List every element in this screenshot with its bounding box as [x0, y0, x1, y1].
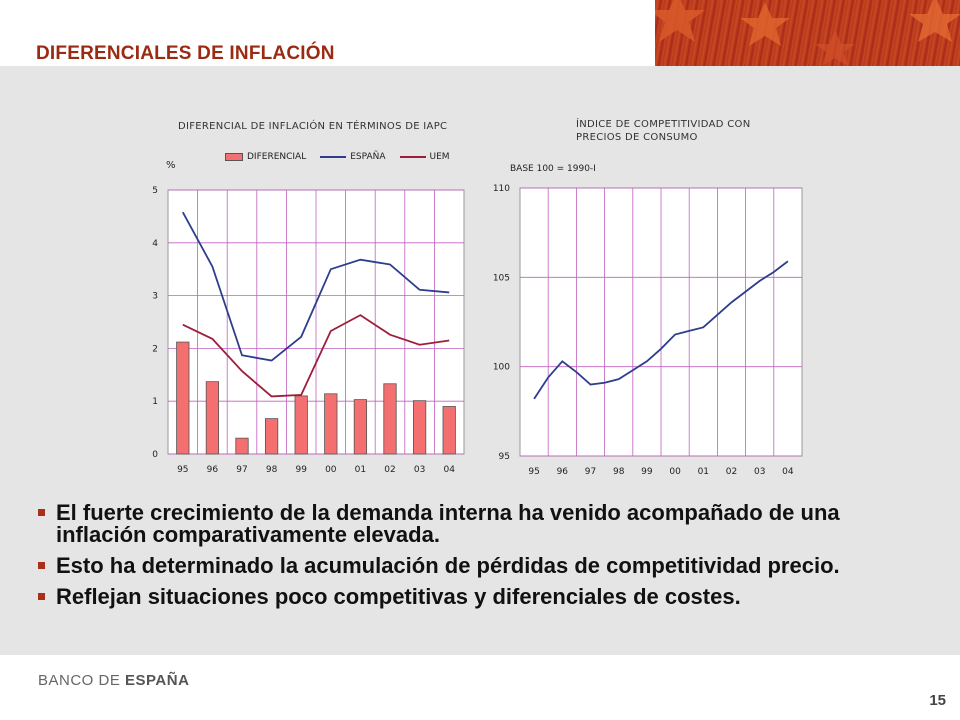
chart2-title-line1: ÍNDICE DE COMPETITIVIDAD CON	[576, 119, 751, 130]
chart2-xtick-label: 99	[641, 467, 653, 477]
chart1-xtick-label: 04	[443, 465, 455, 475]
chart1-bar-95	[176, 341, 190, 455]
chart1-xtick-label: 01	[355, 465, 366, 475]
bullet-square-icon	[38, 509, 45, 516]
chart2-ytick-label: 110	[493, 184, 510, 194]
chart1-ytick-label: 3	[152, 292, 158, 302]
legend-diferencial-swatch	[225, 153, 243, 161]
banco-de-espana-logo: BANCO DE ESPAÑA	[38, 672, 189, 689]
chart2-xtick-label: 97	[585, 467, 596, 477]
chart1-xtick-label: 03	[414, 465, 425, 475]
chart1-bar-97	[235, 437, 249, 455]
chart1-xtick-label: 95	[177, 465, 188, 475]
chart2-xtick-label: 02	[726, 467, 737, 477]
bullet-square-icon	[38, 593, 45, 600]
bullet-text: Esto ha determinado la acumulación de pé…	[56, 553, 840, 578]
chart1-bar-04	[442, 406, 456, 455]
chart1-bar-96	[205, 381, 220, 455]
logo-text-part2: ESPAÑA	[125, 672, 190, 689]
chart2-title: ÍNDICE DE COMPETITIVIDAD CON PRECIOS DE C…	[576, 118, 766, 144]
chart1-line-españa	[182, 211, 450, 362]
header-area	[0, 0, 655, 66]
bullet-text: El fuerte crecimiento de la demanda inte…	[56, 500, 840, 547]
legend-espana-label: ESPAÑA	[350, 152, 386, 162]
chart1-legend: DIFERENCIAL ESPAÑA UEM	[225, 152, 450, 162]
chart2-line-index	[533, 260, 789, 400]
chart1-xtick-label: 96	[207, 465, 219, 475]
chart2-xtick-label: 98	[613, 467, 625, 477]
chart1-ytick-label: 0	[152, 450, 158, 460]
chart1-ytick-label: 1	[152, 397, 158, 407]
chart2-xtick-label: 04	[782, 467, 794, 477]
legend-espana: ESPAÑA	[320, 152, 386, 162]
bullet-item: El fuerte crecimiento de la demanda inte…	[36, 502, 936, 546]
chart1-bar-98	[264, 418, 279, 455]
chart1-ytick-label: 4	[152, 239, 158, 249]
chart1-bar-00	[324, 393, 338, 455]
legend-uem: UEM	[399, 152, 450, 162]
chart1-title: DIFERENCIAL DE INFLACIÓN EN TÉRMINOS DE …	[178, 121, 448, 132]
chart1-line-uem	[182, 314, 450, 398]
chart2-ytick-label: 100	[493, 363, 510, 373]
legend-espana-swatch	[320, 156, 347, 158]
bullet-list: El fuerte crecimiento de la demanda inte…	[36, 502, 936, 617]
page-title: DIFERENCIALES DE INFLACIÓN	[36, 43, 335, 64]
star-pattern-icon	[655, 0, 960, 66]
chart2-ytick-label: 105	[493, 273, 510, 283]
bullet-item: Esto ha determinado la acumulación de pé…	[36, 555, 936, 577]
chart2-competitiveness-index: BASE 100 = 1990-I 95 100 105 110 95 96 97 98 99 00…	[493, 164, 803, 477]
chart1-xtick-label: 00	[325, 465, 337, 475]
chart2-xtick-label: 95	[528, 467, 539, 477]
legend-diferencial-label: DIFERENCIAL	[247, 152, 307, 162]
chart2-xtick-label: 96	[557, 467, 569, 477]
chart1-bar-02	[383, 383, 397, 455]
chart1-xtick-label: 99	[295, 465, 307, 475]
chart1-xtick-label: 98	[266, 465, 278, 475]
bullet-square-icon	[38, 562, 45, 569]
chart2-subtitle: BASE 100 = 1990-I	[510, 164, 596, 174]
chart1-ytick-label: 2	[152, 344, 158, 354]
chart2-xtick-label: 00	[669, 467, 681, 477]
page-number: 15	[929, 692, 946, 709]
chart1-xtick-label: 02	[384, 465, 395, 475]
chart1-bar-03	[412, 400, 427, 455]
legend-uem-swatch	[399, 156, 426, 158]
chart1-ytick-label: 5	[152, 186, 158, 196]
bullet-text: Reflejan situaciones poco competitivas y…	[56, 584, 741, 609]
chart2-xtick-label: 03	[754, 467, 765, 477]
header-banner-image	[655, 0, 960, 66]
chart1-xtick-label: 97	[236, 465, 247, 475]
bullet-item: Reflejan situaciones poco competitivas y…	[36, 586, 936, 608]
chart2-ytick-label: 95	[499, 452, 510, 462]
legend-diferencial: DIFERENCIAL	[225, 152, 306, 162]
chart2-xtick-label: 01	[698, 467, 709, 477]
chart2-title-line2: PRECIOS DE CONSUMO	[576, 132, 698, 143]
chart1-bar-01	[353, 399, 368, 455]
logo-text-part1: BANCO DE	[38, 672, 126, 689]
legend-uem-label: UEM	[429, 152, 450, 162]
chart1-ylabel: %	[166, 160, 176, 171]
chart1-bar-99	[294, 395, 308, 455]
